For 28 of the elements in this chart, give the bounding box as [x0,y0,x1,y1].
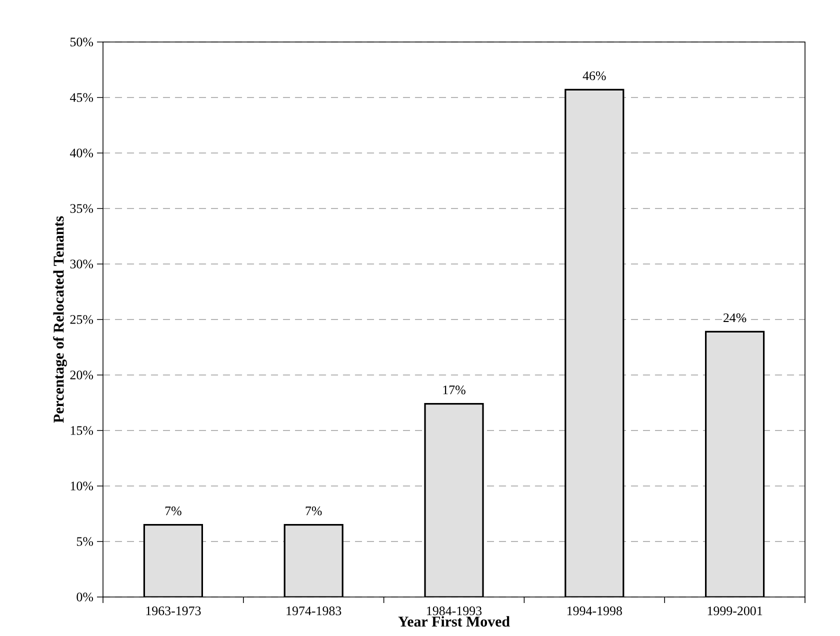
x-tick-label: 1999-2001 [708,606,762,616]
x-tick-label: 1974-1983 [286,606,342,616]
y-tick-label: 45% [70,93,94,102]
data-label: 17% [443,386,466,394]
bar [284,524,344,597]
data-label: 7% [165,506,182,516]
y-tick-label: 25% [70,315,94,324]
y-tick-label: 20% [70,370,94,380]
y-tick-label: 0% [76,592,94,602]
x-axis-title: Year First Moved [398,616,510,627]
data-label: 24% [723,313,746,322]
bar [705,330,765,597]
y-tick-label: 30% [70,260,94,268]
y-tick-label: 15% [70,426,94,435]
y-tick-label: 35% [70,204,94,213]
data-label: 7% [306,506,322,516]
x-tick-label: 1984-1993 [427,606,482,616]
y-tick-label: 5% [76,537,94,546]
bar [424,403,484,597]
x-tick-label: 1963-1973 [146,606,201,616]
bar [564,88,624,597]
y-tick-label: 50% [70,38,94,46]
data-label: 46% [582,71,606,80]
y-axis-title: Percentage of Relocated Tenants [53,216,67,423]
x-tick-label: 1994-1998 [567,606,622,616]
bar [143,524,204,597]
y-tick-label: 10% [70,482,94,490]
y-tick-label: 40% [70,148,94,158]
